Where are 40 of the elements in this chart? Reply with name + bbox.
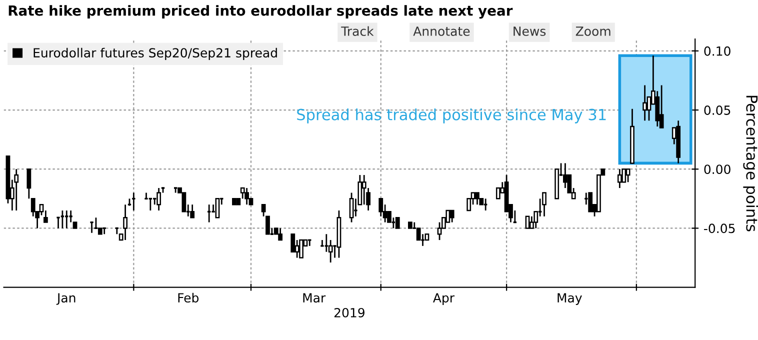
- candlestick: [588, 192, 593, 212]
- text: Zoom: [576, 26, 610, 36]
- legend-label: Eurodollar futures Sep20/Sep21 spread: [34, 48, 277, 60]
- candlestick: [349, 192, 354, 223]
- candlestick: [395, 216, 400, 229]
- x-tick-label: Mar: [303, 293, 326, 303]
- candlestick: [475, 192, 480, 206]
- candlestick: [642, 84, 648, 122]
- candlestick: [156, 187, 162, 212]
- candlestick: [542, 192, 546, 218]
- candlestick: [450, 210, 454, 223]
- text: News: [514, 26, 546, 36]
- y-axis-title: Percentage points: [743, 96, 758, 232]
- y-tick-label: 0.00: [704, 164, 730, 174]
- x-tick-label: Jan: [56, 293, 76, 305]
- candlestick: [626, 168, 630, 183]
- text: Track: [341, 26, 374, 36]
- x-tick-label: May: [558, 293, 582, 305]
- text: Annotate: [413, 26, 470, 36]
- annotation: Spread has traded positive since May 31: [297, 108, 606, 124]
- candlestick: [14, 168, 19, 212]
- y-tick-label: 0.10: [704, 46, 730, 56]
- candlestick: [299, 239, 304, 258]
- y-tick-label: -0.05: [704, 224, 735, 234]
- candlestick: [659, 84, 664, 128]
- candlestick: [215, 198, 220, 218]
- candlestick: [617, 168, 622, 189]
- x-axis-title: 2019: [334, 308, 364, 318]
- chart-title: Rate hike premium priced into eurodollar spreads late next year: [8, 5, 513, 19]
- candlestick: [496, 187, 500, 200]
- x-tick-label: Feb: [178, 292, 199, 303]
- candlestick: [244, 187, 249, 206]
- candlestick: [123, 204, 128, 241]
- candlestick: [278, 228, 283, 241]
- candlestick: [190, 204, 195, 218]
- y-tick-label: 0.05: [704, 105, 730, 115]
- candlestick: [39, 204, 44, 216]
- candlestick: [266, 216, 270, 235]
- x-tick-label: Apr: [432, 293, 455, 305]
- candlestick: [525, 216, 530, 229]
